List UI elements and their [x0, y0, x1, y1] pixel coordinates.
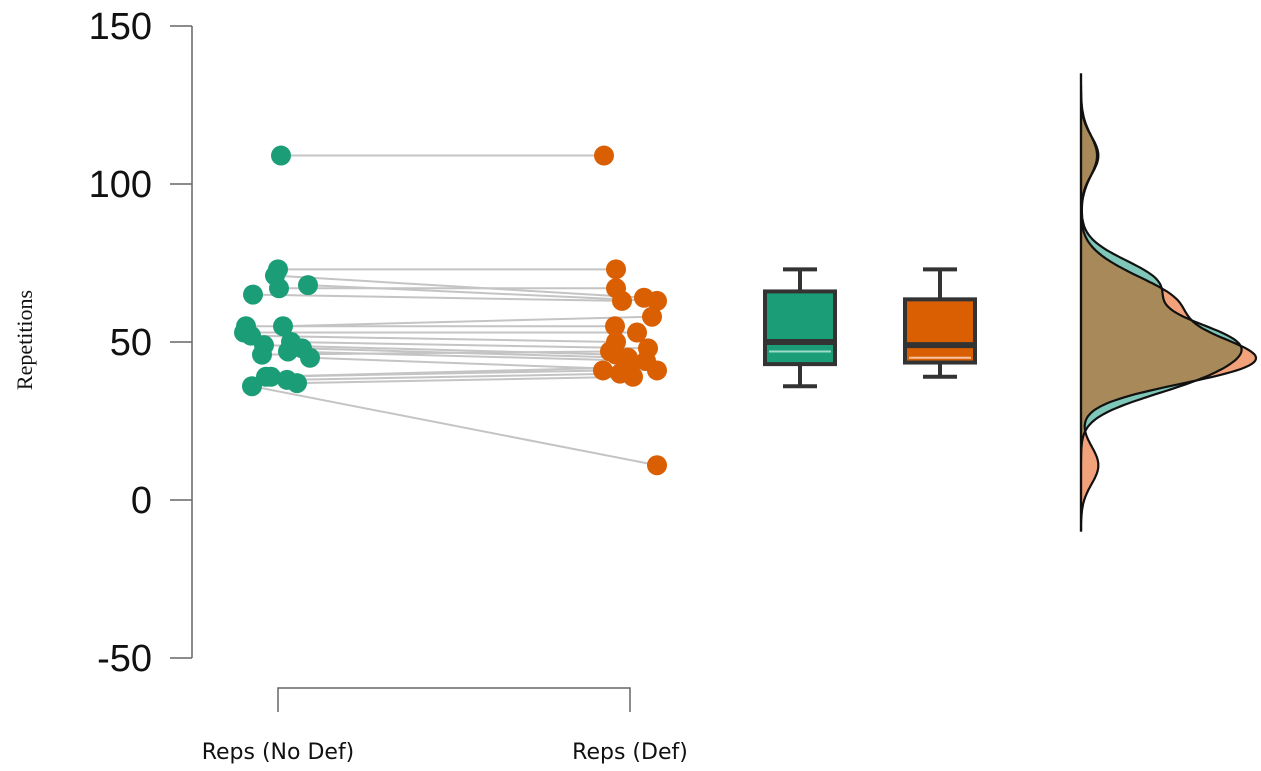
x-category-label: Reps (Def)	[572, 740, 688, 765]
pair-lines	[244, 154, 658, 467]
point-no-def	[287, 373, 307, 394]
pair-line	[290, 341, 649, 350]
pair-line	[263, 344, 617, 356]
pair-line	[250, 334, 617, 343]
pair-line	[274, 274, 645, 299]
point-def	[647, 290, 667, 311]
point-def	[606, 259, 626, 280]
pair-line	[296, 375, 634, 385]
point-def	[593, 360, 613, 381]
box	[903, 297, 977, 365]
density-overlap	[1081, 73, 1242, 532]
point-def	[623, 366, 643, 387]
point-no-def	[269, 278, 289, 299]
point-def	[612, 290, 632, 311]
y-tick-label: 100	[89, 164, 152, 206]
density-no-def-outline	[1079, 73, 1243, 532]
density-def	[1081, 73, 1256, 532]
x-category-label: Reps (No Def)	[202, 740, 355, 765]
y-tick-label: 150	[89, 6, 152, 48]
point-def	[647, 360, 667, 381]
point-def	[642, 306, 662, 327]
y-axis: -50 0 50 100 150	[89, 6, 193, 680]
point-no-def	[300, 347, 320, 368]
x-axis: Reps (No Def) Reps (Def)	[202, 687, 688, 765]
point-def	[600, 341, 620, 362]
point-no-def	[242, 376, 262, 397]
pair-line	[286, 372, 621, 381]
boxplot	[903, 267, 977, 379]
y-tick-label: -50	[97, 638, 152, 680]
points-no-def	[234, 145, 320, 397]
point-def	[647, 455, 667, 476]
point-no-def	[298, 275, 318, 296]
points-def	[593, 145, 667, 476]
pair-line	[270, 369, 604, 378]
point-no-def	[243, 284, 263, 305]
pair-line	[261, 350, 611, 356]
pair-line	[252, 293, 623, 302]
y-axis-title: Repetitions	[12, 290, 37, 390]
boxplot	[763, 267, 837, 389]
point-no-def	[261, 366, 281, 387]
point-no-def	[252, 344, 272, 365]
boxplots	[763, 267, 977, 389]
point-no-def	[273, 316, 293, 337]
pair-line	[282, 315, 653, 328]
pair-line	[251, 385, 658, 467]
point-def	[605, 316, 625, 337]
box	[763, 289, 837, 367]
point-def	[594, 145, 614, 166]
point-def	[627, 322, 647, 343]
y-tick-label: 0	[131, 480, 152, 522]
x-axis-line	[277, 687, 631, 712]
y-tick-label: 50	[110, 322, 152, 364]
point-no-def	[271, 145, 291, 166]
density-plot	[1079, 73, 1258, 532]
point-no-def	[278, 341, 298, 362]
